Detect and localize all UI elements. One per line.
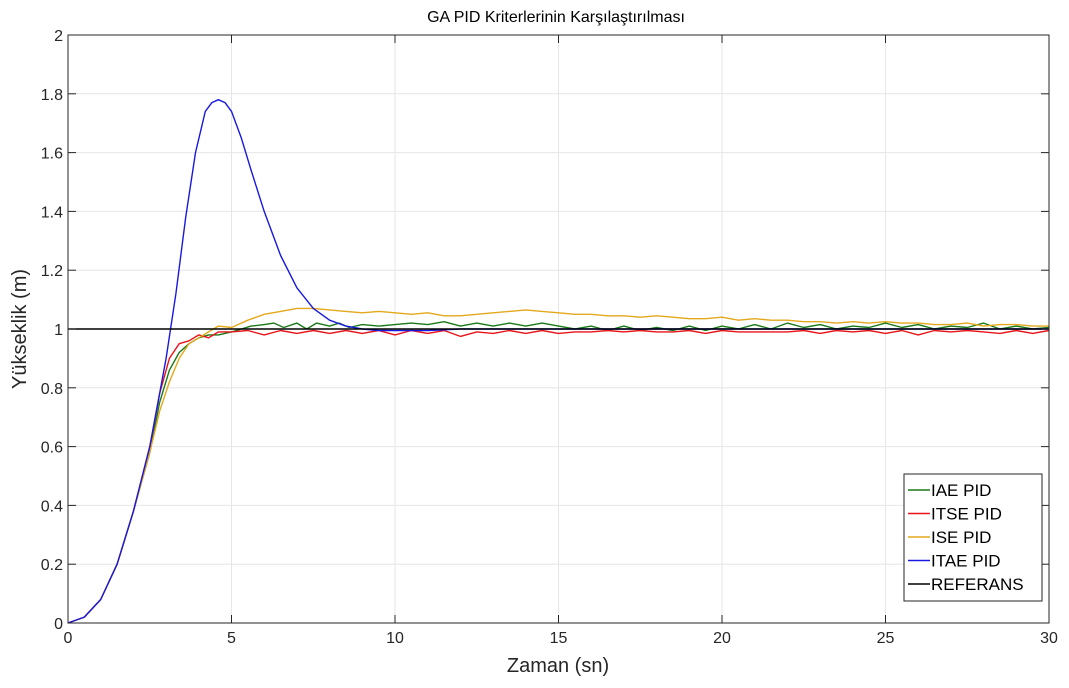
y-tick-label: 1.6 xyxy=(41,146,63,163)
y-tick-label: 2 xyxy=(54,28,63,45)
series-line-itse-pid xyxy=(67,329,1050,624)
y-axis-label: Yükseklik (m) xyxy=(9,269,31,389)
x-tick-labels: 0 5 10 15 20 25 30 xyxy=(64,630,1058,647)
y-tick-label: 1 xyxy=(54,322,63,339)
x-tick-label: 15 xyxy=(550,630,568,647)
legend-label: ISE PID xyxy=(931,528,991,547)
legend-label: ITAE PID xyxy=(931,552,1001,571)
chart-title: GA PID Kriterlerinin Karşılaştırılması xyxy=(427,9,685,26)
x-tick-label: 25 xyxy=(877,630,895,647)
series-layer xyxy=(67,98,1050,624)
y-tick-label: 0.2 xyxy=(41,557,63,574)
x-tick-label: 10 xyxy=(386,630,404,647)
x-axis-label: Zaman (sn) xyxy=(507,655,609,677)
y-tick-label: 0.4 xyxy=(41,498,63,515)
series-line-ise-pid xyxy=(67,307,1049,624)
x-tick-label: 30 xyxy=(1040,630,1058,647)
y-tick-label: 0 xyxy=(54,616,63,633)
legend-label: REFERANS xyxy=(931,575,1024,594)
x-tick-label: 20 xyxy=(713,630,731,647)
y-tick-label: 1.4 xyxy=(41,204,63,221)
x-tick-label: 0 xyxy=(64,630,73,647)
y-tick-label: 0.8 xyxy=(41,381,63,398)
y-tick-labels: 0 0.2 0.4 0.6 0.8 1 1.2 1.4 1.6 1.8 2 xyxy=(41,28,63,633)
axis-ticks xyxy=(67,34,1050,624)
x-tick-label: 5 xyxy=(227,630,236,647)
legend-label: IAE PID xyxy=(931,481,991,500)
series-line-iae-pid xyxy=(67,321,1050,624)
y-tick-label: 1.8 xyxy=(41,87,63,104)
legend-label: ITSE PID xyxy=(931,505,1002,524)
y-tick-label: 0.6 xyxy=(41,440,63,457)
legend: IAE PID ITSE PID ISE PID ITAE PID REFERANS xyxy=(903,473,1043,602)
y-tick-label: 1.2 xyxy=(41,263,63,280)
